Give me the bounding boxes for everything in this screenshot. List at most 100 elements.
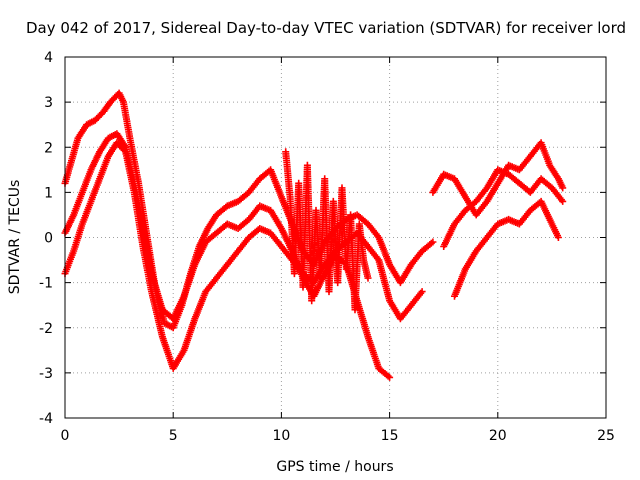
series-4 (429, 139, 567, 219)
data-point-interp (267, 168, 285, 199)
data-point-interp (70, 190, 85, 217)
data-point-interp (246, 177, 262, 195)
plot-frame (64, 56, 607, 419)
data-point-interp (148, 272, 166, 312)
data-point-interp (462, 249, 479, 271)
data-point (559, 184, 567, 192)
data-point-interp (409, 249, 425, 267)
data-point-interp (139, 245, 155, 293)
data-point-interp (79, 168, 94, 194)
data-point-interp (131, 191, 147, 248)
data-point-interp (192, 240, 209, 267)
data-point-interp (236, 235, 252, 253)
data-point-interp (214, 262, 230, 280)
data-point-interp (376, 235, 393, 267)
data-point-interp (203, 230, 219, 245)
data-point (364, 274, 372, 282)
data-point-interp (420, 239, 435, 254)
data-point-interp (96, 154, 111, 181)
data-point-interp (549, 222, 561, 240)
y-axis-label: SDTVAR / TECUs (7, 180, 23, 295)
data-point-interp (170, 348, 187, 371)
data-point-interp (430, 172, 447, 195)
data-point-interp (88, 177, 103, 203)
data-point (429, 238, 437, 246)
y-tick-label: 1 (44, 185, 53, 201)
data-point-interp (148, 290, 166, 339)
marks-layer (61, 89, 567, 381)
data-point-interp (70, 222, 86, 253)
data-point (386, 373, 394, 381)
data-point-interp (365, 222, 381, 240)
data-point-interp (170, 294, 187, 321)
data-point-interp (122, 150, 138, 194)
data-point-interp (484, 168, 501, 190)
data-point-interp (474, 235, 490, 253)
data-point-interp (114, 131, 128, 150)
data-point-interp (376, 366, 392, 380)
data-point-interp (126, 136, 142, 185)
data-point-interp (356, 222, 367, 262)
data-point-interp (236, 190, 251, 204)
data-point (418, 288, 426, 296)
y-tick-label: 0 (44, 231, 53, 247)
data-point-interp (246, 204, 262, 222)
y-tick-label: 2 (44, 140, 53, 156)
data-point-interp (181, 263, 198, 298)
data-point-interp (441, 222, 458, 249)
data-point-interp (517, 154, 533, 172)
data-point-interp (365, 244, 381, 262)
data-point-interp (484, 222, 500, 240)
data-point-interp (162, 320, 175, 331)
data-point-interp (365, 335, 382, 370)
data-point-interp (484, 181, 501, 204)
y-tick-label: 4 (44, 50, 53, 66)
data-point-interp (539, 176, 554, 191)
x-tick-label: 25 (597, 428, 615, 444)
data-point-interp (205, 213, 219, 231)
data-point-interp (506, 172, 522, 186)
y-tick-label: -3 (39, 366, 53, 382)
series-1 (61, 89, 437, 332)
data-point-interp (236, 217, 251, 231)
chart-title: Day 042 of 2017, Sidereal Day-to-day VTE… (26, 19, 626, 37)
x-tick-label: 10 (272, 428, 290, 444)
data-point-interp (452, 208, 468, 226)
ticks-layer: 0 5 10 15 20 25 -4 -3 -2 -1 0 1 2 3 4 (39, 50, 615, 444)
y-tick-label: -2 (39, 321, 53, 337)
y-tick-label: 3 (44, 95, 53, 111)
data-point-interp (139, 222, 155, 275)
data-point-interp (97, 136, 111, 154)
data-point-interp (375, 258, 393, 303)
x-tick-label: 20 (489, 428, 507, 444)
data-point-interp (474, 199, 490, 217)
data-point-interp (463, 199, 479, 213)
data-point-interp (549, 186, 565, 204)
data-point-interp (538, 141, 553, 167)
data-point-interp (101, 100, 113, 114)
x-axis-label: GPS time / hours (276, 459, 393, 475)
data-point-interp (203, 276, 219, 294)
data-point-interp (451, 267, 469, 298)
series-7 (282, 148, 372, 314)
data-point-interp (355, 212, 370, 227)
data-point-interp (214, 203, 230, 218)
data-point (559, 197, 567, 205)
data-point-interp (68, 136, 81, 163)
data-point-interp (120, 100, 133, 140)
y-tick-label: -4 (39, 411, 53, 427)
data-point-interp (75, 122, 90, 140)
data-point-interp (79, 200, 94, 226)
data-point-interp (409, 289, 425, 307)
data-point-interp (181, 317, 198, 352)
series-6 (451, 197, 562, 300)
data-point-interp (159, 335, 176, 370)
data-point-interp (282, 150, 294, 199)
data-point-interp (114, 140, 128, 154)
data-point-interp (62, 159, 75, 185)
data-point (554, 234, 562, 241)
data-point-interp (452, 177, 468, 199)
data-point-interp (517, 208, 533, 226)
series-5 (440, 166, 567, 250)
data-point-interp (84, 117, 98, 128)
